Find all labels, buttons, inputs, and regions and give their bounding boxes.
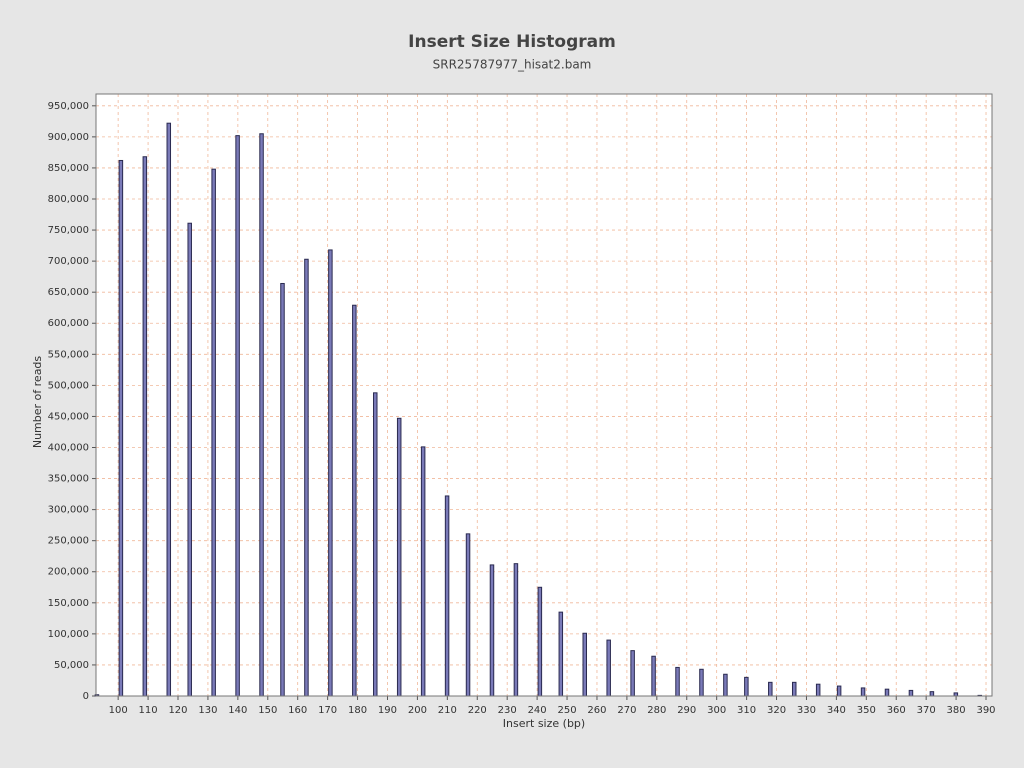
bar: [768, 681, 773, 697]
y-tick-label: 150,000: [48, 598, 89, 609]
x-tick-label: 130: [198, 705, 217, 716]
x-tick-label: 300: [707, 705, 726, 716]
bar: [396, 417, 402, 697]
x-tick-label: 160: [288, 705, 307, 716]
bar: [373, 392, 378, 697]
x-axis-label: Insert size (bp): [503, 717, 585, 730]
y-tick-label: 650,000: [48, 287, 89, 298]
y-axis-label: Number of reads: [31, 356, 44, 449]
y-tick-label: 0: [83, 691, 89, 702]
bar: [118, 159, 124, 697]
x-tick-label: 370: [917, 705, 936, 716]
x-tick-label: 340: [827, 705, 846, 716]
y-tick-label: 800,000: [48, 194, 89, 205]
bar: [582, 632, 587, 697]
bar: [328, 249, 333, 697]
x-tick-label: 240: [528, 705, 547, 716]
x-tick-label: 190: [378, 705, 397, 716]
x-tick-label: 380: [947, 705, 966, 716]
y-tick-label: 100,000: [48, 629, 89, 640]
bar: [304, 258, 309, 697]
x-tick-label: 330: [797, 705, 816, 716]
x-tick-label: 140: [228, 705, 247, 716]
chart-title: Insert Size Histogram: [408, 32, 616, 52]
bar: [537, 586, 543, 697]
x-tick-label: 320: [767, 705, 786, 716]
bar: [235, 135, 240, 697]
bar: [211, 168, 216, 697]
bar: [836, 685, 842, 697]
x-tick-label: 200: [408, 705, 427, 716]
bar: [166, 122, 172, 697]
plot-border: [95, 93, 993, 697]
bar: [489, 564, 495, 697]
y-tick-label: 350,000: [48, 474, 89, 485]
chart-subtitle: SRR25787977_hisat2.bam: [433, 58, 592, 72]
y-tick-label: 900,000: [48, 132, 89, 143]
bar: [815, 683, 821, 697]
bar: [929, 691, 935, 697]
x-tick-label: 290: [677, 705, 696, 716]
bar: [142, 156, 148, 697]
bar: [791, 681, 797, 697]
bar: [187, 222, 192, 697]
x-tick-label: 100: [109, 705, 128, 716]
x-tick-label: 390: [976, 705, 995, 716]
x-tick-label: 270: [617, 705, 636, 716]
x-tick-label: 350: [857, 705, 876, 716]
x-tick-label: 280: [647, 705, 666, 716]
bar: [699, 668, 704, 697]
x-tick-label: 150: [258, 705, 277, 716]
y-tick-label: 600,000: [48, 318, 89, 329]
bar: [908, 689, 914, 697]
bar: [723, 673, 728, 697]
x-tick-label: 110: [139, 705, 158, 716]
y-tick-label: 500,000: [48, 380, 89, 391]
y-tick-label: 850,000: [48, 163, 89, 174]
x-tick-label: 310: [737, 705, 756, 716]
bar: [420, 446, 426, 697]
bar: [744, 676, 749, 697]
x-tick-label: 220: [468, 705, 487, 716]
bar: [259, 133, 264, 697]
y-tick-label: 50,000: [54, 660, 89, 671]
bar: [558, 611, 564, 697]
bar: [606, 639, 611, 697]
bar: [513, 563, 519, 697]
x-tick-label: 230: [498, 705, 517, 716]
bar: [884, 688, 890, 697]
y-tick-label: 400,000: [48, 442, 89, 453]
bar: [280, 282, 285, 697]
bar: [444, 495, 450, 697]
plot-area: [96, 94, 992, 696]
y-tick-label: 700,000: [48, 256, 89, 267]
x-tick-label: 260: [587, 705, 606, 716]
x-tick-label: 360: [887, 705, 906, 716]
y-tick-label: 300,000: [48, 505, 89, 516]
x-tick-label: 170: [318, 705, 337, 716]
y-tick-label: 750,000: [48, 225, 89, 236]
bar: [651, 655, 656, 697]
bar: [630, 650, 635, 697]
bar: [675, 666, 680, 697]
x-tick-label: 120: [168, 705, 187, 716]
x-tick-label: 250: [557, 705, 576, 716]
bar: [465, 533, 471, 697]
bar: [860, 687, 866, 697]
y-tick-label: 450,000: [48, 411, 89, 422]
y-tick-label: 250,000: [48, 536, 89, 547]
y-tick-label: 550,000: [48, 349, 89, 360]
x-tick-label: 180: [348, 705, 367, 716]
bar: [352, 304, 357, 697]
x-tick-label: 210: [438, 705, 457, 716]
y-tick-label: 950,000: [48, 101, 89, 112]
y-tick-label: 200,000: [48, 567, 89, 578]
